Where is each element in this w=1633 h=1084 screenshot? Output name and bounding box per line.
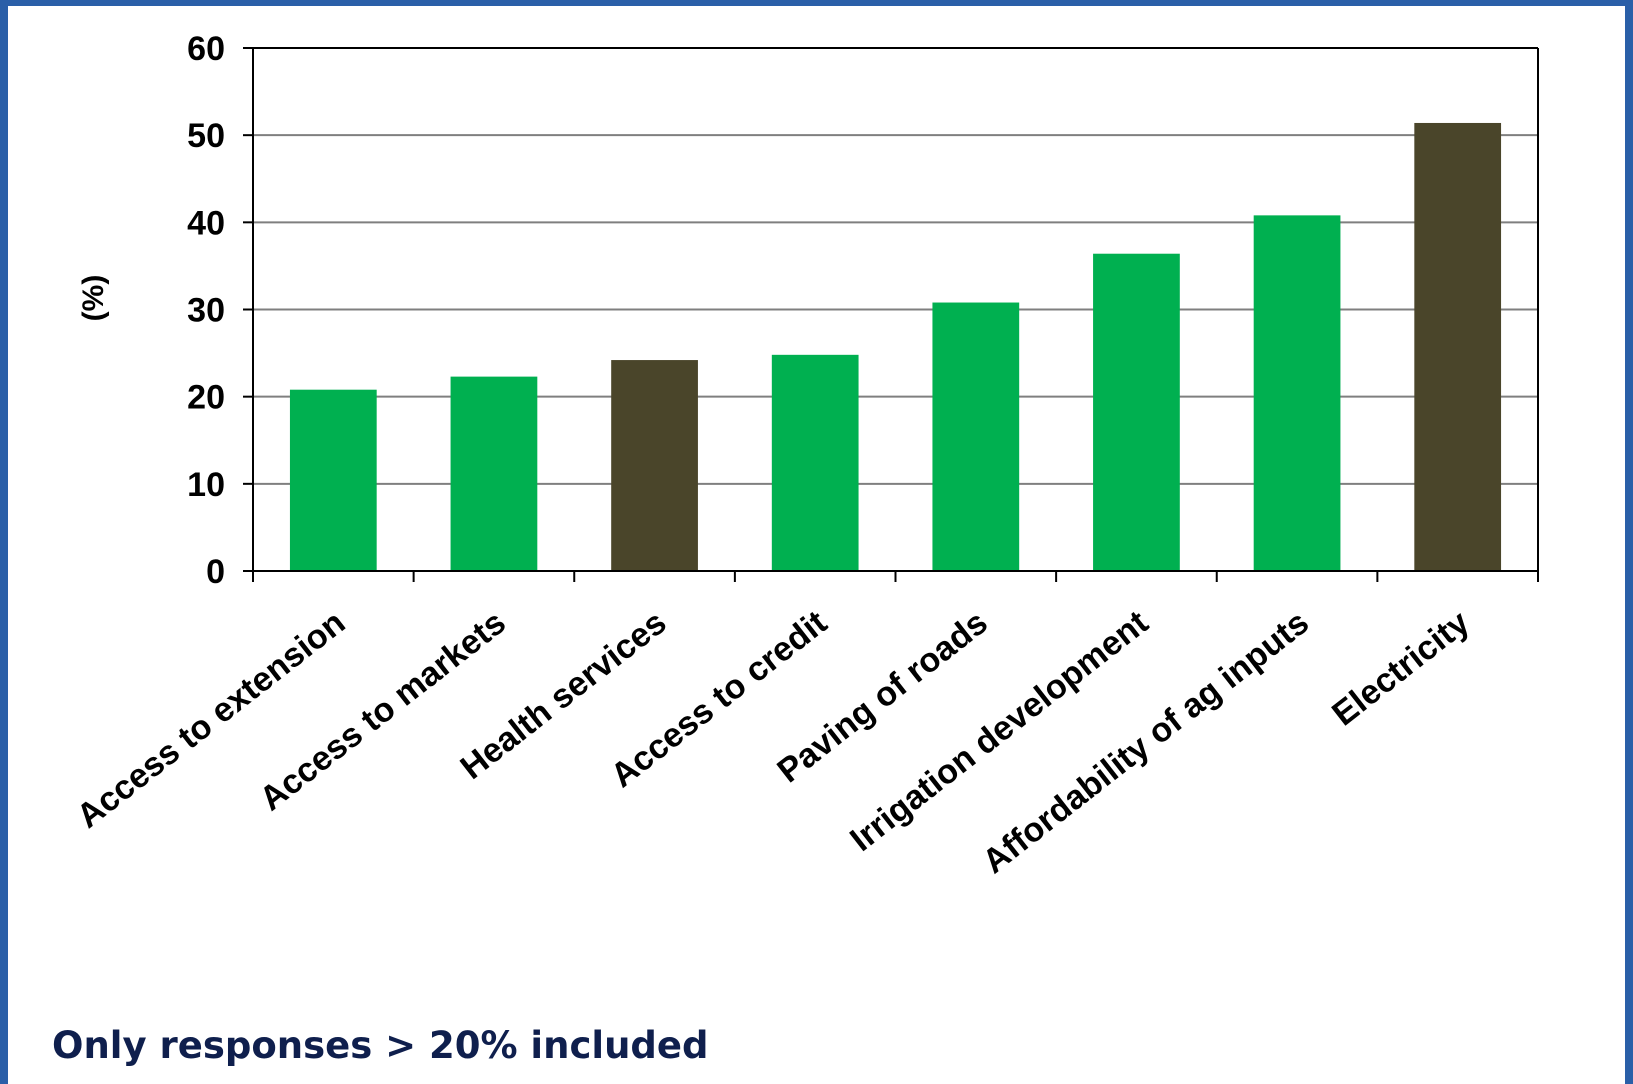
y-tick-labels: 0 10 20 30 40 50 60	[187, 30, 225, 591]
y-axis-label: (%)	[77, 275, 110, 322]
y-tick-label-20: 20	[187, 379, 225, 417]
axes	[243, 47, 1539, 582]
bar-paving-of-roads	[932, 302, 1020, 571]
bar-electricity	[1414, 122, 1502, 572]
bar-affordability-of-ag-inputs	[1253, 215, 1341, 572]
y-tick-label-50: 50	[187, 117, 225, 155]
bar-health-services	[611, 360, 698, 571]
bar-irrigation-development	[1093, 253, 1180, 572]
x-category-label-affordability-of-ag-inputs: Affordability of ag inputs	[976, 603, 1316, 881]
gridlines	[253, 47, 1538, 485]
footnote: Only responses > 20% included	[52, 1024, 709, 1067]
x-category-label-access-to-extension: Access to extension	[70, 603, 352, 835]
bar-access-to-extension	[289, 389, 377, 571]
y-tick-label-60: 60	[187, 30, 225, 68]
y-tick-label-30: 30	[187, 292, 225, 330]
y-tick-label-10: 10	[187, 466, 225, 504]
y-tick-label-40: 40	[187, 204, 225, 242]
x-category-label-irrigation-development: Irrigation development	[843, 603, 1155, 859]
bar-access-to-credit	[771, 354, 859, 571]
y-tick-label-0: 0	[206, 553, 225, 591]
bar-access-to-markets	[450, 376, 538, 571]
bars	[289, 122, 1502, 572]
x-category-label-electricity: Electricity	[1325, 603, 1477, 733]
